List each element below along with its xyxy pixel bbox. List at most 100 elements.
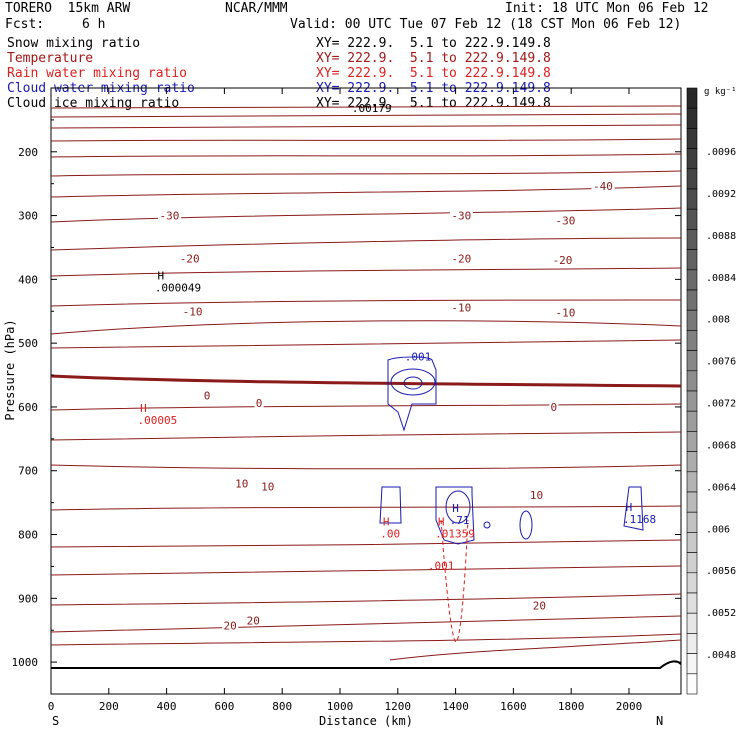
colorbar-box	[686, 511, 698, 533]
y-tick-label: 800	[18, 529, 38, 542]
colorbar-box	[686, 491, 698, 513]
plot-frame	[50, 87, 682, 695]
colorbar-box	[686, 390, 698, 412]
temperature-label-bg	[254, 397, 264, 409]
x-tick-label: 1600	[500, 700, 527, 713]
temperature-label: 10	[235, 477, 248, 490]
extremum-value: .00005	[137, 414, 177, 427]
colorbar-box	[686, 269, 698, 291]
temperature-label: -20	[553, 254, 573, 267]
temperature-label-bg	[181, 305, 205, 317]
x-end-label-left: S	[52, 714, 59, 728]
colorbar-box	[686, 653, 698, 675]
y-tick-label: 500	[18, 337, 38, 350]
field-name-snow: Snow mixing ratio	[7, 36, 141, 51]
extremum-value: .000049	[155, 281, 201, 294]
x-tick-label: 1400	[442, 700, 469, 713]
colorbar-box	[686, 471, 698, 493]
colorbar-tick-label: .006	[706, 524, 730, 535]
temperature-label-bg	[245, 614, 262, 626]
colorbar-box	[686, 87, 698, 109]
x-tick-label: 0	[48, 700, 55, 713]
y-tick-label: 600	[18, 401, 38, 414]
fcst-value: 6 h	[82, 17, 106, 32]
colorbar-box	[686, 229, 698, 250]
zero-degree-isotherm	[50, 374, 682, 388]
temperature-label-bg	[233, 477, 250, 489]
field-name-temperature: Temperature	[7, 51, 94, 66]
colorbar-box	[686, 532, 698, 553]
colorbar-tick-label: .0072	[706, 399, 736, 410]
colorbar-box	[686, 370, 698, 392]
center-label: NCAR/MMM	[225, 1, 288, 16]
extremum-mark: H	[438, 516, 445, 529]
temperature-label-bg	[449, 209, 473, 221]
colorbar-box	[686, 431, 698, 452]
y-tick-label: 300	[18, 210, 38, 223]
x-axis: 0 200 400 600 800 1000 1200 1400 1600 1800 2000	[48, 88, 643, 713]
colorbar-box	[686, 168, 698, 190]
temperature-label-bg	[549, 400, 559, 412]
colorbar-box	[686, 148, 698, 170]
y-tick-label: 200	[18, 146, 38, 159]
colorbar-tick-label: .0052	[706, 608, 736, 619]
temperature-contours	[50, 105, 682, 661]
temperature-label-bg	[553, 306, 577, 318]
colorbar-box	[686, 188, 698, 210]
colorbar-tick-label: .0088	[706, 231, 736, 242]
temperature-label: 10	[261, 481, 274, 494]
temperature-label-bg	[222, 619, 239, 631]
contour-value-label: .001	[428, 560, 455, 573]
temperature-label-bg	[553, 214, 577, 226]
temperature-label: -40	[593, 180, 613, 193]
extremum-mark: H	[383, 516, 390, 529]
contour-value-label: .001	[405, 350, 432, 363]
field-xy-temperature: XY= 222.9. 5.1 to 222.9.149.8	[316, 51, 551, 66]
x-tick-label: 600	[214, 700, 234, 713]
temperature-label-bg	[528, 488, 545, 500]
temperature-label-bg	[449, 301, 473, 313]
extremum-value: .1168	[623, 513, 656, 526]
temperature-label: 0	[204, 389, 211, 402]
x-tick-label: 200	[99, 700, 119, 713]
colorbar-box	[686, 330, 698, 351]
temperature-label: 10	[530, 489, 543, 502]
colorbar-box	[686, 673, 698, 695]
temperature-labels: -40 -30 -30 -30 -20 -20 -20 -10 -10 -10 0 0 0 10 10 10 2…	[157, 180, 615, 633]
colorbar-box	[686, 572, 698, 594]
temperature-label: 0	[256, 397, 263, 410]
colorbar-ticks: .0096 .0092 .0088 .0084 .008 .0076 .0072 .0068.…	[706, 147, 736, 661]
colorbar-tick-label: .0068	[706, 440, 736, 451]
temperature-label-bg	[157, 209, 181, 221]
extremum-value: .71	[450, 514, 470, 527]
x-tick-label: 2000	[616, 700, 643, 713]
rain-water-contour	[440, 519, 469, 643]
colorbar-tick-label: .0048	[706, 650, 736, 661]
x-end-label-right: N	[656, 714, 663, 728]
contour-value-label: .00179	[352, 102, 392, 115]
temperature-label-bg	[531, 599, 548, 611]
model-title: TORERO 15km ARW	[5, 1, 131, 16]
extremum-mark: H	[140, 402, 147, 415]
y-tick-label: 1000	[12, 656, 39, 669]
colorbar-box	[686, 208, 698, 230]
colorbar-box	[686, 451, 698, 473]
temperature-label: -30	[160, 210, 180, 223]
temperature-label: -20	[451, 252, 471, 265]
colorbar-box	[686, 592, 698, 614]
temperature-label: -20	[180, 252, 200, 265]
temperature-label-bg	[449, 252, 473, 264]
x-tick-label: 1800	[558, 700, 585, 713]
temperature-label: 20	[247, 615, 260, 628]
x-tick-label: 800	[272, 700, 292, 713]
temperature-label: -10	[555, 307, 575, 320]
cloud-water-contours	[379, 356, 644, 545]
field-name-rain: Rain water mixing ratio	[7, 66, 188, 81]
colorbar-box	[686, 289, 698, 311]
colorbar-box	[686, 552, 698, 574]
temperature-label-bg	[551, 254, 575, 266]
field-xy-cloud-ice: XY= 222.9. 5.1 to 222.9.149.8	[316, 96, 551, 111]
